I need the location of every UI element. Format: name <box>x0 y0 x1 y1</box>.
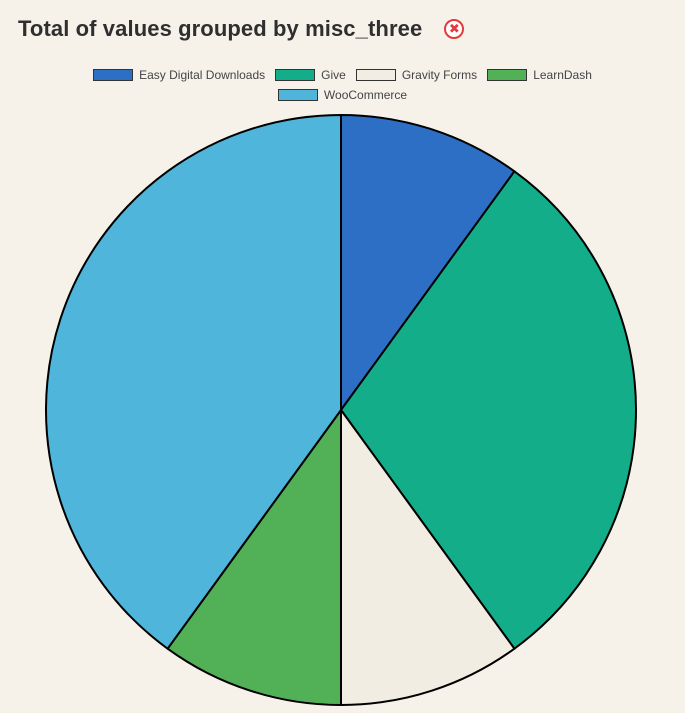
legend-swatch <box>355 69 396 81</box>
pie-slice-learndash[interactable] <box>166 409 342 706</box>
legend-label: LearnDash <box>533 68 592 82</box>
legend-swatch <box>487 69 528 81</box>
legend-item-easy-digital-downloads[interactable]: Easy Digital Downloads <box>93 68 265 82</box>
legend-label: Easy Digital Downloads <box>139 68 266 82</box>
legend-item-woocommerce[interactable]: WooCommerce <box>277 88 408 102</box>
pie-slice-woocommerce[interactable] <box>45 114 342 650</box>
legend-swatch <box>277 89 318 101</box>
close-chart-button[interactable]: ✖ <box>444 19 465 39</box>
chart-header: Total of values grouped by misc_three ✖ <box>18 16 465 42</box>
legend-row: WooCommerce <box>0 88 685 102</box>
pie-slice-easy-digital-downloads[interactable] <box>340 114 516 411</box>
pie-slice-give[interactable] <box>340 170 637 650</box>
legend-label: Give <box>321 68 346 82</box>
legend-item-learndash[interactable]: LearnDash <box>487 68 592 82</box>
legend-item-gravity-forms[interactable]: Gravity Forms <box>355 68 478 82</box>
legend-swatch <box>93 69 134 81</box>
pie-slice-gravity-forms[interactable] <box>340 409 516 706</box>
legend-item-give[interactable]: Give <box>275 68 346 82</box>
chart-title: Total of values grouped by misc_three <box>18 16 423 41</box>
legend-label: WooCommerce <box>323 88 408 102</box>
chart-legend: Easy Digital Downloads Give Gravity Forms L… <box>0 68 685 102</box>
legend-row: Easy Digital Downloads Give Gravity Forms L… <box>0 68 685 82</box>
legend-label: Gravity Forms <box>401 68 478 82</box>
legend-swatch <box>275 69 316 81</box>
close-icon: ✖ <box>448 21 460 37</box>
